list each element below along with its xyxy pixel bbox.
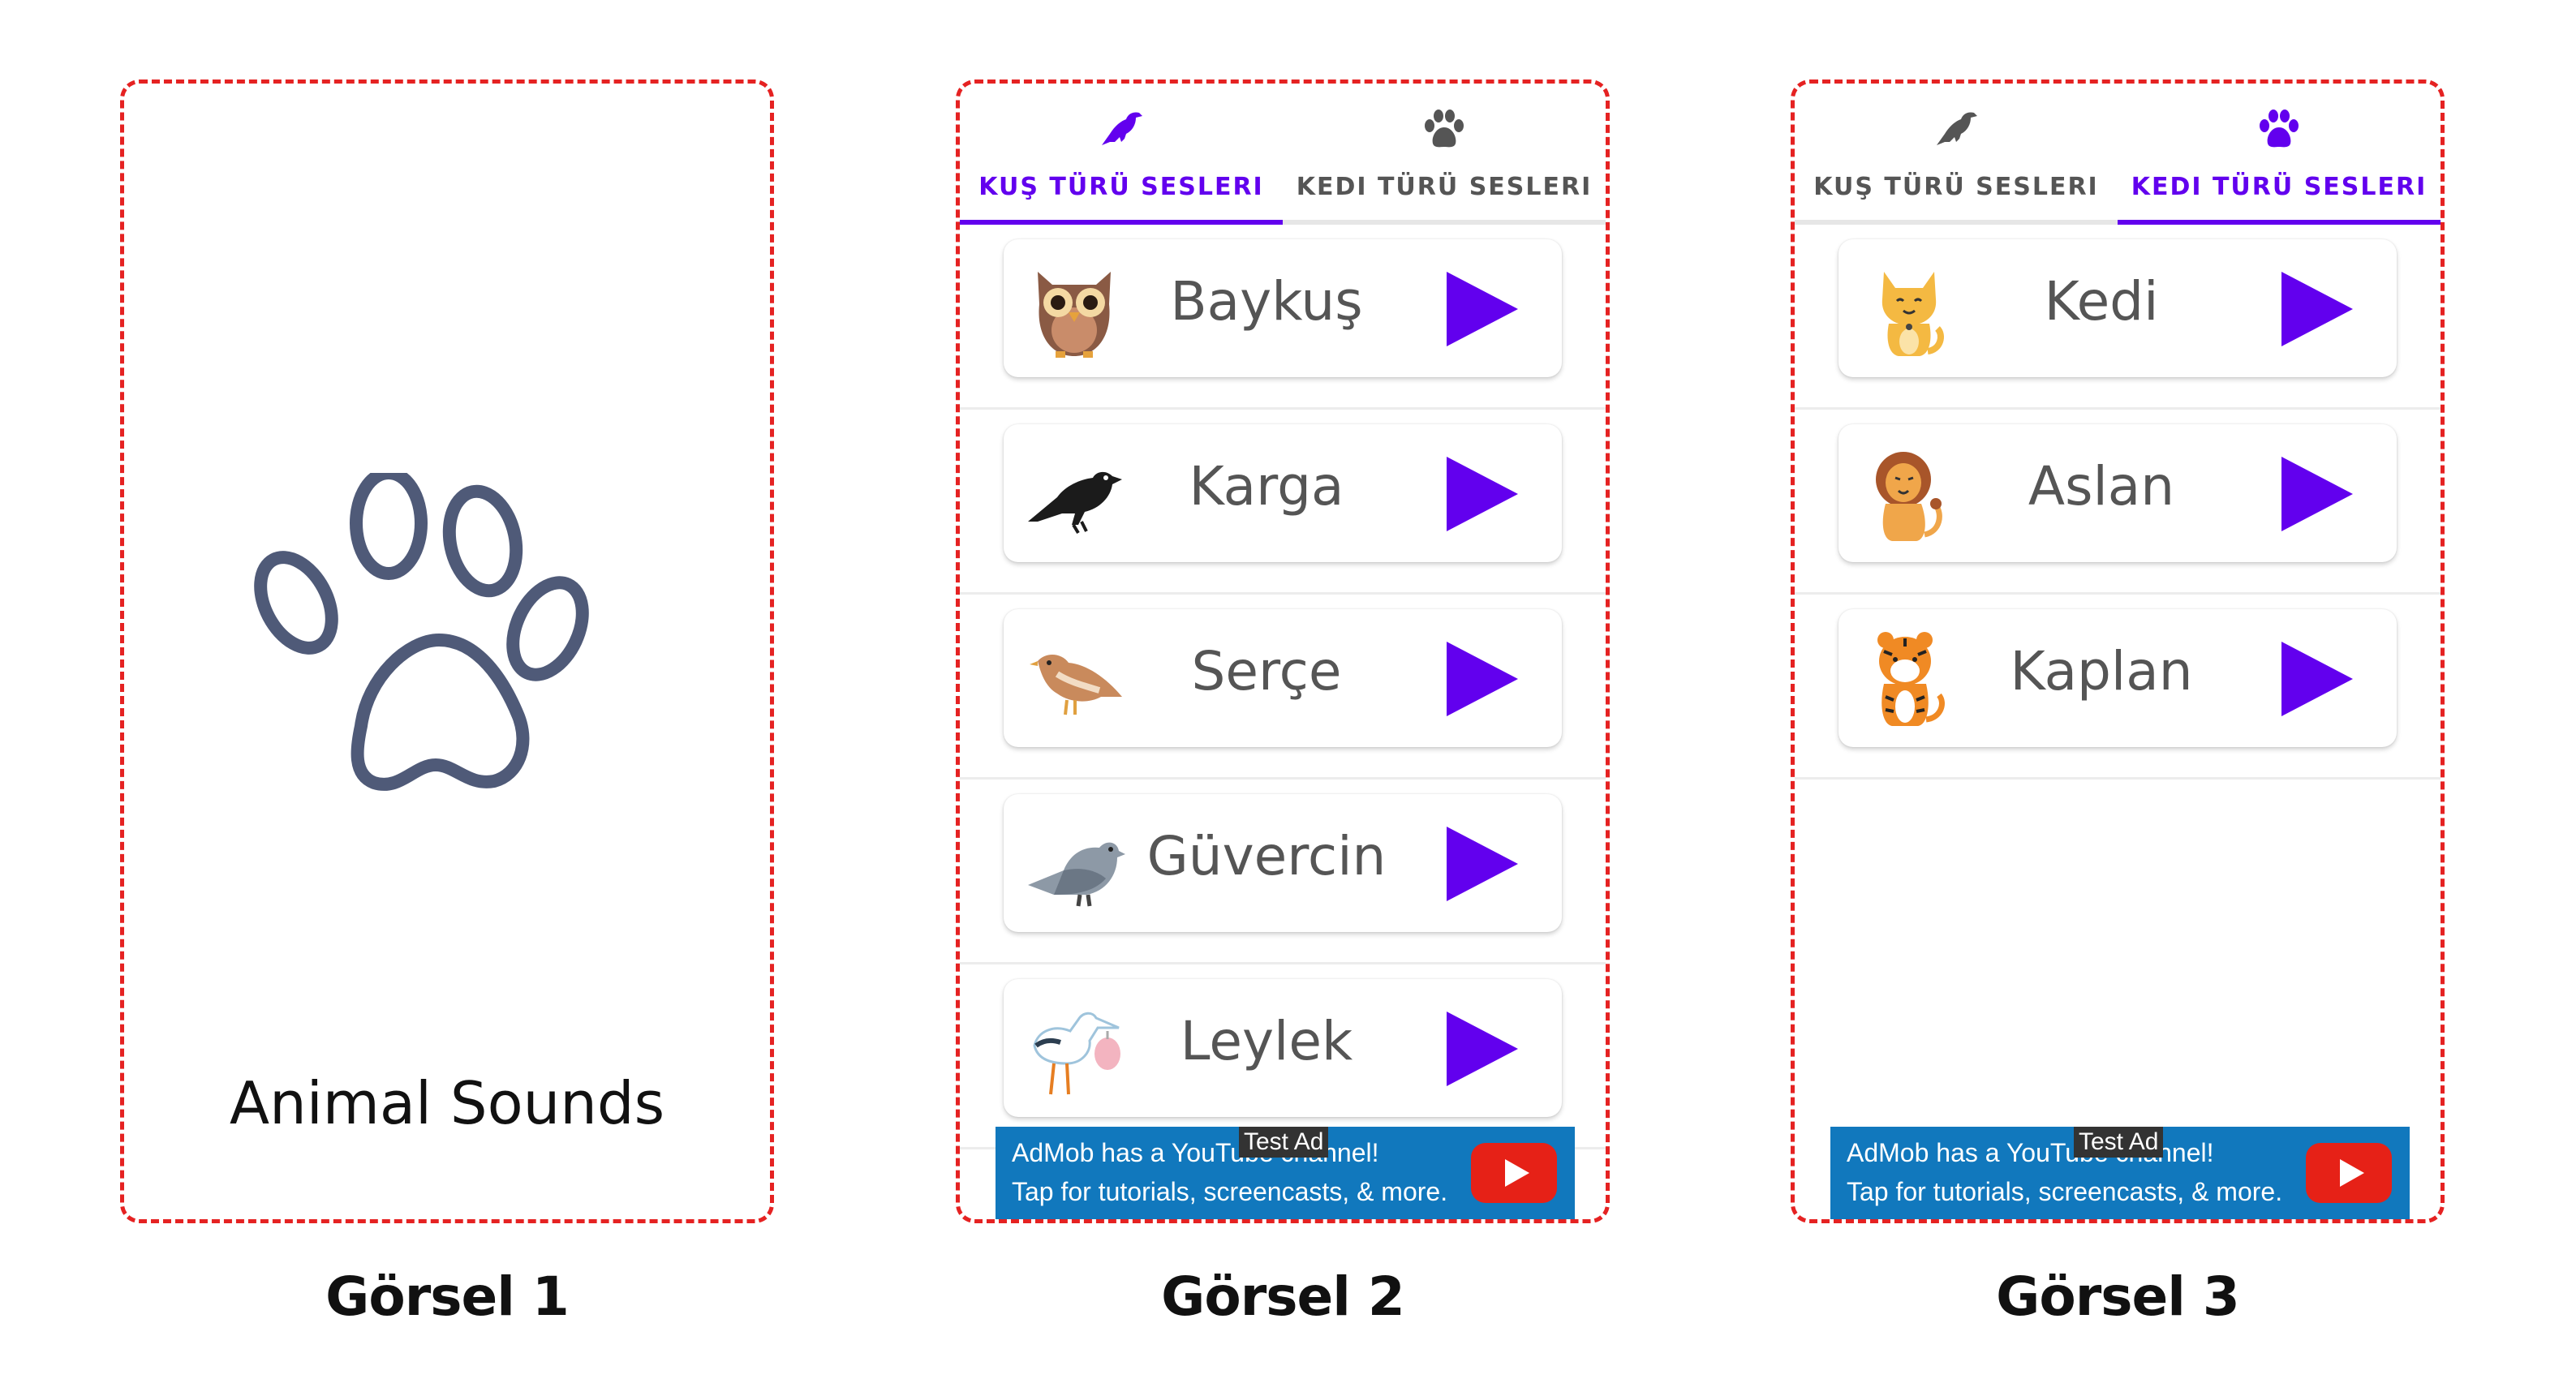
list-item: Karga [960,410,1606,595]
tab-label: KEDI TÜRÜ SESLERI [1296,173,1593,201]
caption-1: Görsel 1 [325,1265,570,1328]
tab-bar: KUŞ TÜRÜ SESLERI KEDI TÜRÜ SESLERI [960,84,1606,225]
animal-name: Karga [1189,455,1344,518]
tab-indicator [960,220,1283,225]
play-icon[interactable] [2277,638,2356,720]
tab-indicator [2118,220,2441,225]
stork-icon [1033,1012,1120,1095]
play-icon[interactable] [1442,268,1521,350]
sparrow-icon [1030,654,1122,715]
sound-card[interactable]: Güvercin [1004,794,1562,932]
ad-banner[interactable]: AdMob has a YouTube channel! Tap for tut… [1830,1127,2410,1219]
tab-label: KUŞ TÜRÜ SESLERI [978,173,1264,201]
app-title: Animal Sounds [229,1069,665,1137]
ad-line-2: Tap for tutorials, screencasts, & more. [1012,1177,1448,1206]
tab-label: KEDI TÜRÜ SESLERI [2131,173,2428,201]
animal-name: Güvercin [1146,825,1387,887]
list-item: Kaplan [1795,595,2441,780]
list-item: Baykuş [960,225,1606,410]
animal-name: Baykuş [1170,270,1363,333]
animal-name: Aslan [2028,455,2175,518]
animal-name: Serçe [1191,640,1342,702]
lion-icon [1876,452,1942,541]
sound-card[interactable]: Serçe [1004,609,1562,747]
play-icon[interactable] [1442,453,1521,535]
play-icon[interactable] [1442,1008,1521,1089]
list-item: Serçe [960,595,1606,780]
paw-icon [2260,110,2299,148]
tab-bird-sounds[interactable]: KUŞ TÜRÜ SESLERI [960,84,1283,225]
cat-sounds-screen: KUŞ TÜRÜ SESLERI KEDI TÜRÜ SESLERI [1791,79,2445,1223]
play-icon[interactable] [1442,823,1521,904]
cat-icon [1881,272,1944,356]
ad-banner[interactable]: AdMob has a YouTube channel! Tap for tut… [996,1127,1575,1219]
test-ad-badge: Test Ad [2074,1127,2164,1158]
list-item: Kedi [1795,225,2441,410]
splash-screen: Animal Sounds [120,79,774,1223]
tab-cat-sounds[interactable]: KEDI TÜRÜ SESLERI [1283,84,1606,220]
animal-name: Kedi [2044,270,2159,333]
sound-card[interactable]: Baykuş [1004,239,1562,377]
bird-icon [1102,112,1142,145]
tiger-icon [1877,632,1945,726]
play-icon[interactable] [1442,638,1521,720]
sound-card[interactable]: Kedi [1838,239,2397,377]
caption-2: Görsel 2 [1161,1265,1405,1328]
cat-list: Kedi Aslan [1795,225,2441,780]
youtube-icon [2306,1143,2392,1203]
test-ad-badge: Test Ad [1239,1127,1329,1158]
list-item: Leylek [960,964,1606,1149]
crow-icon [1028,471,1122,535]
animal-name: Kaplan [2010,640,2193,702]
paw-icon [1425,110,1464,148]
play-icon[interactable] [2277,453,2356,535]
sound-card[interactable]: Aslan [1838,424,2397,562]
bird-sounds-screen: KUŞ TÜRÜ SESLERI KEDI TÜRÜ SESLERI [956,79,1610,1223]
sound-card[interactable]: Karga [1004,424,1562,562]
youtube-icon [1471,1143,1557,1203]
bird-icon [1937,112,1977,145]
caption-3: Görsel 3 [1996,1265,2240,1328]
tab-bar: KUŞ TÜRÜ SESLERI KEDI TÜRÜ SESLERI [1795,84,2441,225]
pigeon-icon [1028,842,1125,907]
list-item: Aslan [1795,410,2441,595]
sound-card[interactable]: Leylek [1004,979,1562,1117]
owl-icon [1038,272,1111,358]
sound-card[interactable]: Kaplan [1838,609,2397,747]
bird-list: Baykuş Karga [960,225,1606,1149]
list-item: Güvercin [960,780,1606,964]
play-icon[interactable] [2277,268,2356,350]
animal-name: Leylek [1180,1010,1353,1072]
tab-cat-sounds[interactable]: KEDI TÜRÜ SESLERI [2118,84,2441,225]
ad-line-2: Tap for tutorials, screencasts, & more. [1847,1177,2283,1206]
tab-bird-sounds[interactable]: KUŞ TÜRÜ SESLERI [1795,84,2118,220]
tab-label: KUŞ TÜRÜ SESLERI [1813,173,2099,201]
paw-outline-icon [254,473,589,791]
